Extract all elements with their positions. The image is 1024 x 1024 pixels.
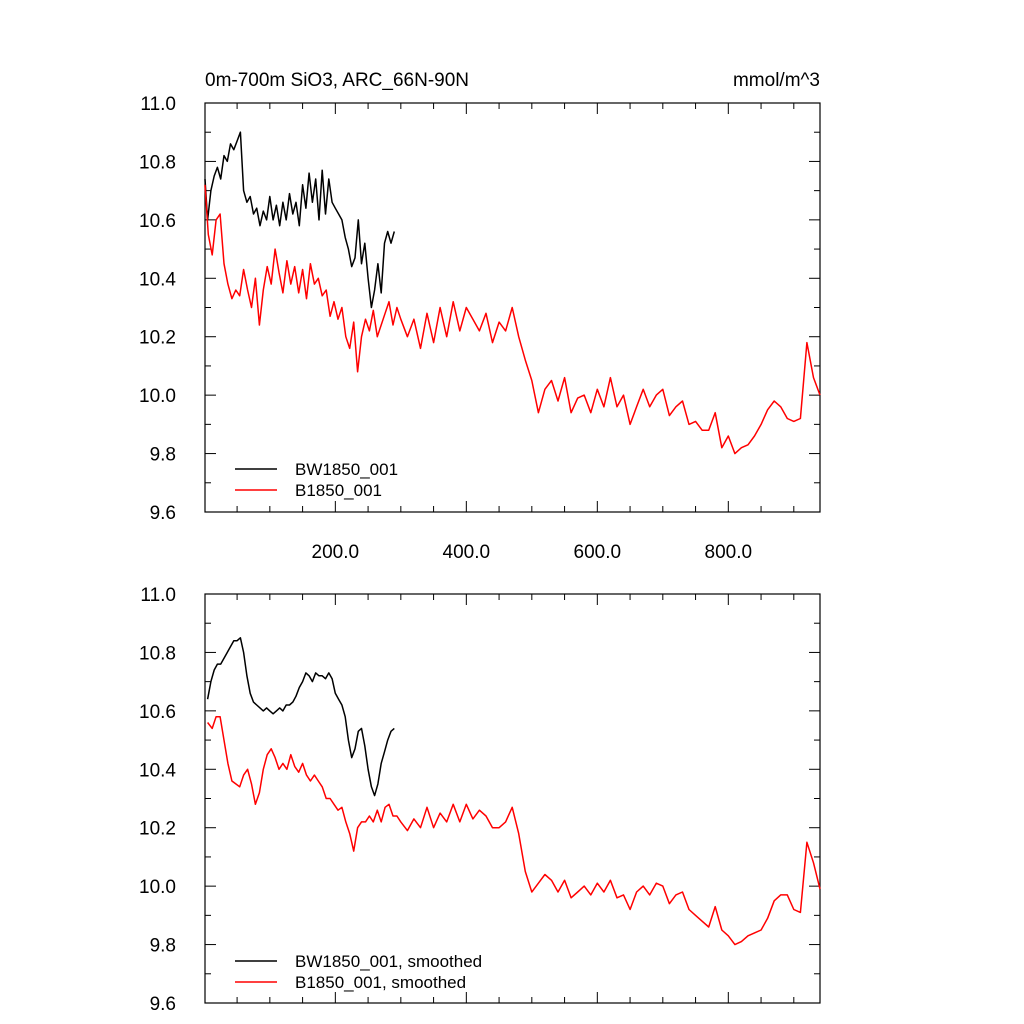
units-label: mmol/m^3 [733,70,820,91]
y-tick-label: 10.4 [139,269,176,290]
y-tick-label: 10.4 [139,760,176,781]
x-tick-label: 800.0 [705,542,753,563]
y-tick-label: 10.6 [139,702,176,723]
y-tick-label: 10.6 [139,211,176,232]
y-tick-label: 10.2 [139,819,176,840]
legend-label: B1850_001, smoothed [295,973,466,992]
chart-title: 0m-700m SiO3, ARC_66N-90N [205,70,469,91]
series-line-b1850-001-smoothed [207,715,821,946]
top-panel: 9.6 9.8 10.0 10.2 10.4 10.6 10.8 11.0 200.0 400.0… [139,94,821,563]
y-tick-label: 10.8 [139,152,176,173]
legend-label: BW1850_001 [295,460,398,479]
series-line-bw1850-001 [204,131,396,309]
y-tick-label: 11.0 [140,585,176,606]
series-line-b1850-001 [204,184,821,455]
y-tick-label: 9.8 [150,936,176,957]
y-tick-label: 9.8 [150,445,176,466]
legend-label: B1850_001 [295,481,382,500]
y-tick-label: 11.0 [140,94,176,115]
y-tick-label: 9.6 [150,503,176,524]
legend-label: BW1850_001, smoothed [295,952,482,971]
x-tick-label: 200.0 [312,542,360,563]
y-tick-label: 10.0 [139,877,176,898]
plot-frame [204,593,821,1004]
y-tick-label: 10.8 [139,643,176,664]
x-tick-label: 600.0 [574,542,622,563]
x-tick-label: 400.0 [443,542,491,563]
y-tick-label: 10.0 [139,386,176,407]
y-tick-label: 10.2 [139,328,176,349]
y-tick-label: 9.6 [150,994,176,1015]
series-line-bw1850-001-smoothed [206,637,395,797]
bottom-panel: 9.6 9.8 10.0 10.2 10.4 10.6 10.8 11.0 BW1850_001… [139,585,821,1015]
